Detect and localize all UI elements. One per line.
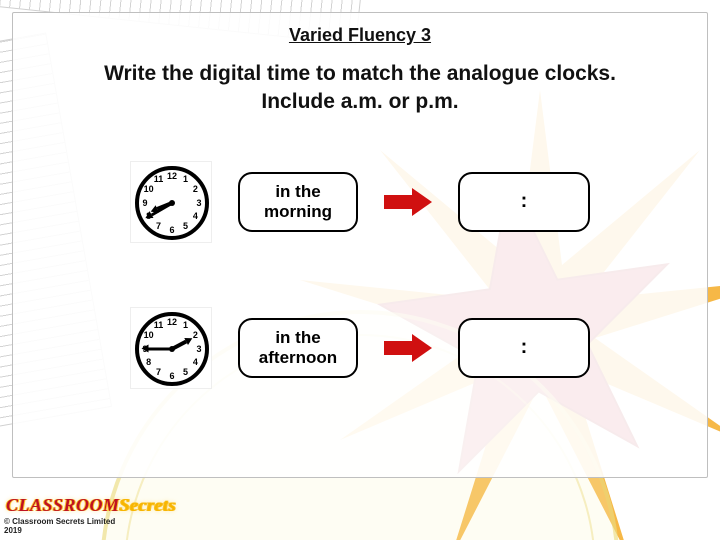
clock-numeral: 1 [183, 174, 188, 184]
clock-numeral: 7 [156, 367, 161, 377]
digital-time-input-2[interactable]: : [458, 318, 590, 378]
instruction-line-1: Write the digital time to match the anal… [104, 62, 616, 85]
clock-face: 12 12 3 45678 9 1011 [135, 166, 209, 240]
clock-center-dot [169, 200, 175, 206]
clock-numeral: 4 [193, 211, 198, 221]
instruction-line-2: Include a.m. or p.m. [261, 90, 458, 113]
clock-numeral: 8 [146, 211, 151, 221]
clock-numeral: 10 [144, 184, 154, 194]
clock-face: 12 12 3 45678 9 1011 [135, 312, 209, 386]
slide-title: Varied Fluency 3 [37, 25, 683, 46]
clock-numeral: 8 [146, 357, 151, 367]
clock-numeral: 9 [142, 344, 147, 354]
clock-numeral: 2 [193, 184, 198, 194]
clock-numeral: 5 [183, 367, 188, 377]
clock-numeral: 1 [183, 320, 188, 330]
digital-time-input-1[interactable]: : [458, 172, 590, 232]
clock-numeral: 2 [193, 330, 198, 340]
clock-numeral: 11 [154, 174, 164, 184]
clock-numeral: 12 [167, 317, 177, 327]
clock-numeral: 10 [144, 330, 154, 340]
clock-numeral: 6 [169, 225, 174, 235]
analogue-clock-2: 12 12 3 45678 9 1011 [130, 307, 212, 389]
logo-part-2: Secrets [120, 495, 177, 515]
clock-numeral: 5 [183, 221, 188, 231]
instruction-text: Write the digital time to match the anal… [37, 60, 683, 117]
clock-row-1: 12 12 3 45678 9 1011 in the morning : [130, 161, 590, 243]
logo-part-1: CLASSROOM [6, 495, 120, 515]
analogue-clock-1: 12 12 3 45678 9 1011 [130, 161, 212, 243]
copyright-text: © Classroom Secrets Limited 2019 [4, 518, 115, 536]
clock-row-2: 12 12 3 45678 9 1011 in the afternoon : [130, 307, 590, 389]
clock-numeral: 11 [154, 320, 164, 330]
arrow-icon [384, 338, 432, 358]
clock-numeral: 7 [156, 221, 161, 231]
content-card: Varied Fluency 3 Write the digital time … [12, 12, 708, 478]
clock-center-dot [169, 346, 175, 352]
clock-rows: 121234567891011 in the morning : 1212345… [37, 161, 683, 389]
slide: Varied Fluency 3 Write the digital time … [0, 0, 720, 540]
clock-numeral: 3 [196, 344, 201, 354]
arrow-icon [384, 192, 432, 212]
time-period-label-2: in the afternoon [238, 318, 358, 378]
clock-numeral: 12 [167, 171, 177, 181]
time-period-label-1: in the morning [238, 172, 358, 232]
clock-numeral: 3 [196, 198, 201, 208]
brand-logo: CLASSROOMSecrets [6, 495, 176, 516]
clock-numeral: 4 [193, 357, 198, 367]
copyright-line-1: © Classroom Secrets Limited [4, 517, 115, 526]
copyright-line-2: 2019 [4, 526, 22, 535]
clock-numeral: 9 [142, 198, 147, 208]
clock-numeral: 6 [169, 371, 174, 381]
